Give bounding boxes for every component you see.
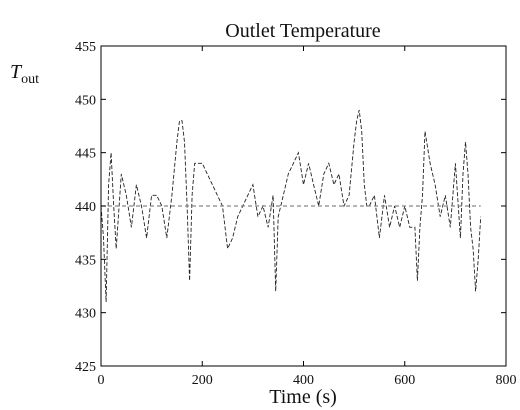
y-tick-label: 445	[75, 147, 96, 162]
x-tick-label: 0	[98, 373, 105, 388]
y-tick-label: 425	[75, 360, 96, 375]
y-tick-label: 450	[75, 93, 96, 108]
y-axis-label: Tout	[10, 61, 39, 87]
x-tick-label: 200	[192, 373, 213, 388]
x-tick-label: 400	[293, 373, 314, 388]
chart-title: Outlet Temperature	[225, 20, 381, 42]
axes-layer: 0 200 400 600 800 425 430 435 440 445 450 455	[75, 40, 517, 388]
y-tick-label: 440	[75, 200, 96, 215]
y-axis-label-subscript: out	[21, 72, 39, 87]
x-tick-label: 800	[496, 373, 517, 388]
series-line-outlet-temperature	[100, 109, 482, 303]
series-layer	[100, 109, 482, 303]
y-axis-label-symbol: T	[10, 61, 23, 83]
y-tick-label: 455	[75, 40, 96, 55]
x-tick-label: 600	[394, 373, 415, 388]
y-tick-label: 435	[75, 253, 96, 268]
y-tick-label: 430	[75, 307, 96, 322]
x-axis-label: Time (s)	[269, 386, 337, 408]
